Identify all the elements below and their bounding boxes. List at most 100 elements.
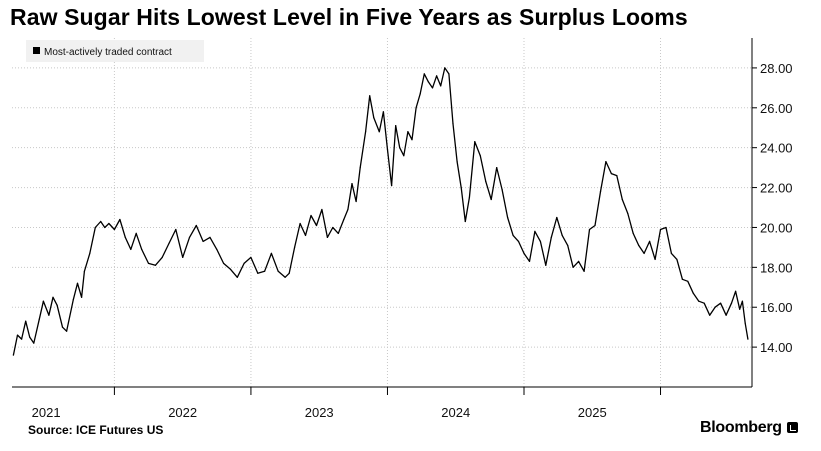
- x-tick-label: 2024: [441, 405, 470, 420]
- data-point: [351, 183, 353, 185]
- data-point: [168, 242, 170, 244]
- data-point: [643, 252, 645, 254]
- data-point: [175, 228, 177, 231]
- x-tick-label: 2022: [168, 405, 197, 420]
- data-point: [12, 354, 14, 356]
- data-point: [507, 216, 509, 219]
- bloomberg-logo: Bloomberg: [700, 419, 798, 437]
- data-point: [56, 304, 58, 306]
- data-point: [709, 314, 711, 316]
- data-point: [52, 296, 54, 298]
- data-point: [72, 298, 74, 300]
- y-tick-label: 16.00: [760, 300, 793, 315]
- data-point: [369, 95, 371, 97]
- data-point: [386, 149, 389, 151]
- brand-name: Bloomberg: [700, 419, 782, 436]
- bloomberg-icon: [786, 422, 798, 433]
- data-point: [512, 234, 514, 236]
- data-point: [21, 338, 23, 340]
- data-point: [534, 230, 536, 232]
- data-point: [744, 322, 746, 324]
- legend-background: [26, 40, 204, 62]
- data-point: [735, 290, 737, 292]
- data-point: [539, 240, 542, 242]
- data-point: [665, 226, 667, 229]
- data-point: [195, 224, 197, 227]
- data-point: [141, 248, 143, 250]
- legend-swatch: [33, 47, 40, 54]
- x-tick-label: 2021: [32, 405, 61, 420]
- data-point: [81, 296, 83, 298]
- data-point: [411, 139, 413, 141]
- x-tick-label: 2023: [305, 405, 334, 420]
- data-point: [714, 306, 716, 308]
- data-point: [147, 262, 150, 264]
- data-point: [216, 248, 218, 250]
- data-point: [391, 185, 393, 187]
- data-point: [464, 220, 466, 223]
- x-tick-label: 2025: [578, 405, 607, 420]
- data-point: [698, 300, 700, 302]
- data-point: [594, 224, 596, 227]
- data-point: [550, 236, 552, 238]
- data-point: [202, 240, 204, 242]
- data-point: [332, 226, 334, 229]
- data-point: [490, 198, 492, 201]
- data-point: [270, 252, 272, 254]
- data-point: [578, 260, 580, 262]
- y-tick-label: 14.00: [760, 340, 793, 355]
- data-point: [456, 161, 458, 163]
- data-point: [119, 218, 121, 221]
- data-point: [113, 228, 115, 231]
- data-point: [83, 270, 85, 272]
- data-point: [440, 85, 442, 87]
- data-point: [89, 252, 91, 254]
- data-point: [452, 123, 454, 125]
- data-point: [321, 208, 323, 211]
- data-point: [48, 314, 50, 316]
- data-point: [76, 282, 79, 284]
- data-point: [66, 330, 68, 332]
- data-point: [61, 326, 64, 328]
- data-point: [135, 232, 137, 234]
- data-point: [347, 208, 349, 211]
- y-tick-label: 24.00: [760, 141, 793, 156]
- y-tick-label: 28.00: [760, 61, 793, 76]
- data-point: [108, 222, 110, 225]
- y-tick-label: 18.00: [760, 260, 793, 275]
- data-point: [496, 167, 498, 169]
- data-point: [315, 224, 318, 227]
- data-point: [501, 189, 503, 191]
- data-point: [670, 252, 673, 254]
- x-axis-ticks: 2021 2022 2023 2024 2025: [32, 387, 662, 420]
- data-point: [236, 276, 238, 278]
- data-point: [687, 280, 689, 282]
- data-point: [468, 196, 470, 199]
- data-point: [545, 264, 547, 266]
- data-point: [229, 268, 232, 270]
- data-point: [403, 155, 405, 157]
- data-point: [100, 220, 102, 223]
- data-point: [257, 272, 259, 274]
- legend: Most-actively traded contract: [26, 40, 204, 62]
- data-point: [523, 252, 525, 254]
- data-point: [681, 278, 684, 280]
- data-point: [649, 240, 651, 242]
- data-point: [243, 262, 245, 264]
- data-point: [359, 167, 361, 169]
- data-point: [310, 214, 312, 217]
- data-point: [460, 187, 462, 189]
- data-point: [343, 218, 345, 221]
- data-point: [419, 93, 421, 95]
- series-line: [12, 67, 749, 356]
- data-point: [436, 75, 438, 77]
- data-point: [104, 226, 106, 229]
- data-point: [182, 256, 184, 258]
- data-point: [627, 212, 629, 215]
- data-point: [42, 300, 45, 302]
- data-point: [423, 73, 425, 75]
- data-point: [427, 81, 429, 83]
- data-point: [730, 302, 733, 304]
- data-point: [294, 246, 296, 248]
- data-point: [659, 228, 662, 231]
